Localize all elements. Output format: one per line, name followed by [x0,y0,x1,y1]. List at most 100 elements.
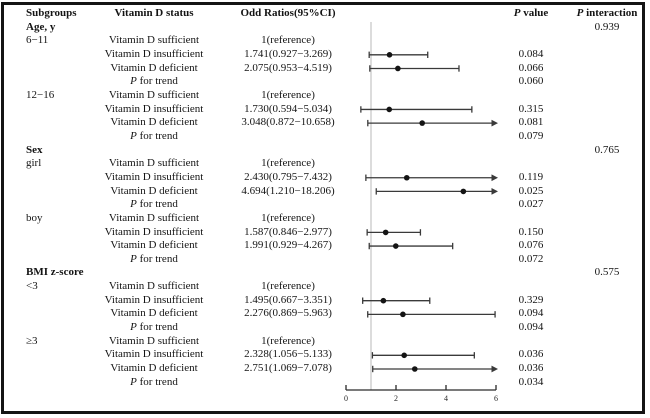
table-row: <3 Vitamin D sufficient 1(reference) [0,280,650,294]
table-row: girl Vitamin D sufficient 1(reference) [0,157,650,171]
p-for-trend-label: P for trend [130,129,178,142]
x-axis-tick-label: 2 [394,394,398,403]
table-header-row: Subgroups Vitamin D status Odd Ratios(95… [0,7,650,21]
column-header-status: Vitamin D status [114,7,194,19]
ci-arrow-right [491,188,498,195]
table-row: boy Vitamin D sufficient 1(reference) [0,212,650,226]
p-for-trend-label: P for trend [130,321,178,334]
vitamin-d-status-label: Vitamin D sufficient [108,211,200,224]
table-row: Vitamin D insufficient 2.328(1.056−5.133)… [0,348,650,362]
p-value: 0.084 [518,47,544,60]
table-row: Vitamin D deficient 3.048(0.872−10.658) 0.… [0,116,650,130]
or-point-marker [401,352,408,359]
p-value: 0.094 [518,321,544,334]
p-for-trend-label: P for trend [130,75,178,88]
vitamin-d-status-label: Vitamin D deficient [110,239,198,252]
subgroup-label: girl [26,157,42,170]
odds-ratio-value: 1.587(0.846−2.977) [244,225,332,238]
odds-ratio-value: 1(reference) [261,34,315,47]
odds-ratio-value: 1.730(0.594−5.034) [244,102,332,115]
p-value: 0.081 [518,116,544,129]
p-value: 0.034 [518,375,544,388]
p-value: 0.036 [518,348,544,361]
odds-ratio-value: 2.751(1.069−7.078) [244,362,332,375]
p-value: 0.329 [518,293,544,306]
subgroup-label: Age, y [26,20,56,33]
table-row: BMI z-score 0.575 [0,266,650,280]
ci-arrow-right [491,174,498,182]
table-row: P for trend 0.060 [0,75,650,89]
vitamin-d-status-label: Vitamin D sufficient [108,280,200,293]
p-interaction-value: 0.765 [594,143,620,156]
vitamin-d-status-label: Vitamin D sufficient [108,157,200,170]
p-value: 0.060 [518,75,544,88]
vitamin-d-status-label: Vitamin D insufficient [104,102,204,115]
ci-arrow-right [491,119,498,127]
odds-ratio-value: 1(reference) [261,211,315,224]
x-axis-tick-label: 0 [344,394,348,403]
or-point-marker [382,229,389,236]
odds-ratio-value: 1.991(0.929−4.267) [244,239,332,252]
vitamin-d-status-label: Vitamin D insufficient [104,293,204,306]
p-for-trend-label: P for trend [130,375,178,388]
or-point-marker [400,311,406,318]
vitamin-d-status-label: Vitamin D insufficient [104,348,204,361]
or-point-marker [403,174,410,181]
table-row: Vitamin D insufficient 2.430(0.795−7.432)… [0,171,650,185]
p-value: 0.150 [518,225,544,238]
table-row: P for trend 0.027 [0,198,650,212]
vitamin-d-status-label: Vitamin D deficient [110,116,198,129]
p-for-trend-label: P for trend [130,198,178,211]
ci-arrow-right [491,365,498,373]
vitamin-d-status-label: Vitamin D insufficient [104,225,204,238]
p-value: 0.066 [518,61,544,74]
or-point-marker [460,188,467,195]
table-row: P for trend 0.072 [0,253,650,267]
subgroup-label: BMI z-score [26,266,84,279]
p-value: 0.076 [518,239,544,252]
odds-ratio-value: 1(reference) [261,280,315,293]
subgroup-label: ≥3 [26,334,38,347]
table: Subgroups Vitamin D status Odd Ratios(95… [0,7,650,389]
or-point-marker [411,366,418,372]
or-point-marker [392,243,399,249]
p-value: 0.025 [518,184,544,197]
vitamin-d-status-label: Vitamin D deficient [110,61,198,74]
odds-ratio-value: 4.694(1.210−18.206) [241,184,335,197]
p-value: 0.079 [518,129,544,142]
p-for-trend-label: P for trend [130,252,178,265]
vitamin-d-status-label: Vitamin D deficient [110,362,198,375]
table-row: Vitamin D deficient 2.276(0.869−5.963) 0.0… [0,307,650,321]
p-interaction-value: 0.575 [594,266,620,279]
p-value: 0.072 [518,252,544,265]
x-axis-tick-label: 4 [444,394,448,403]
table-row: 6−11 Vitamin D sufficient 1(reference) [0,34,650,48]
table-row: P for trend 0.079 [0,130,650,144]
table-row: Vitamin D deficient 1.991(0.929−4.267) 0.0… [0,239,650,253]
odds-ratio-value: 2.276(0.869−5.963) [244,307,332,320]
vitamin-d-status-label: Vitamin D sufficient [108,88,200,101]
table-row: Vitamin D insufficient 1.495(0.667−3.351)… [0,294,650,308]
table-row: P for trend 0.094 [0,321,650,335]
table-row: 12−16 Vitamin D sufficient 1(reference) [0,89,650,103]
subgroup-label: 12−16 [26,88,55,101]
vitamin-d-status-label: Vitamin D insufficient [104,170,204,183]
subgroup-label: <3 [26,280,38,293]
table-row: Vitamin D deficient 4.694(1.210−18.206) 0.… [0,185,650,199]
p-value: 0.036 [518,362,544,375]
table-row: Age, y 0.939 [0,21,650,35]
odds-ratio-value: 1.741(0.927−3.269) [244,47,332,60]
vitamin-d-status-label: Vitamin D sufficient [108,334,200,347]
vitamin-d-status-label: Vitamin D deficient [110,184,198,197]
table-row: Sex 0.765 [0,144,650,158]
odds-ratio-value: 1(reference) [261,334,315,347]
column-header-subgroups: Subgroups [26,7,77,19]
or-point-marker [380,297,387,304]
odds-ratio-value: 1(reference) [261,88,315,101]
column-header-odds-ratio: Odd Ratios(95%CI) [240,7,336,19]
odds-ratio-value: 2.075(0.953−4.519) [244,61,332,74]
table-row: Vitamin D insufficient 1.587(0.846−2.977)… [0,226,650,240]
or-point-marker [395,65,401,72]
